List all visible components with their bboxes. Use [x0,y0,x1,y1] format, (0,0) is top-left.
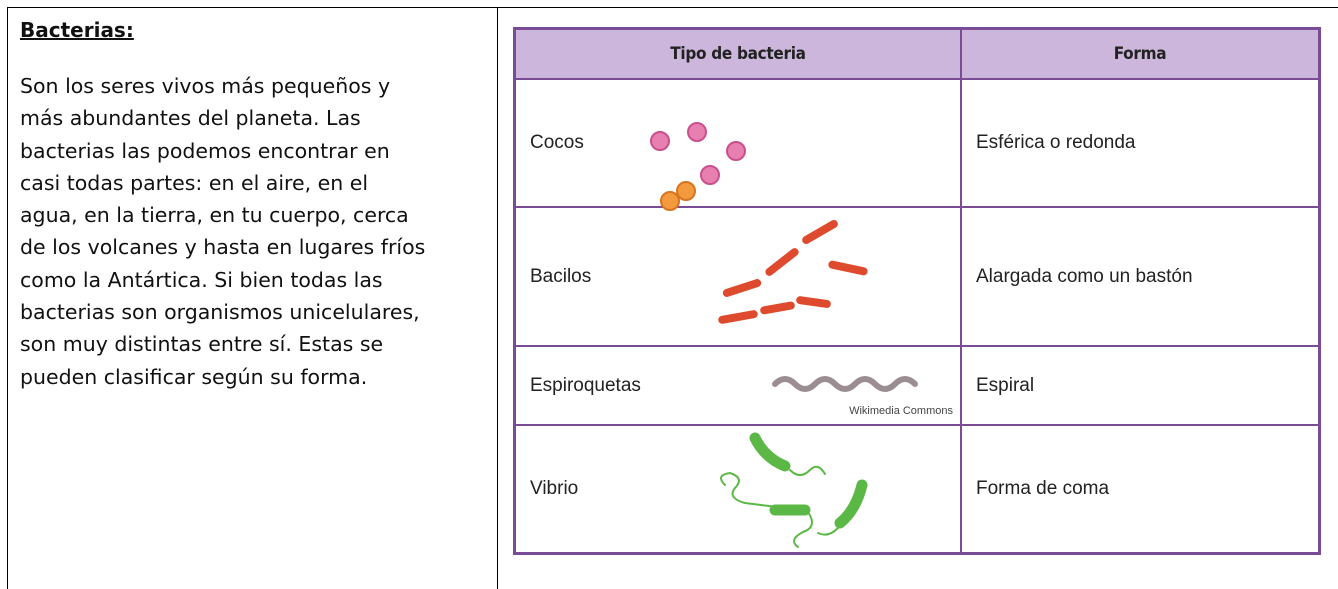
header-cell: Tipo de bacteria [513,27,962,80]
bacteria-table: Tipo de bacteria Forma Cocos Esférica o re… [513,27,1321,555]
text-line: casi todas partes: en el aire, en el [20,170,369,195]
frame-left [7,7,8,589]
frame-mid [497,7,498,589]
cell: Bacilos [513,206,962,347]
text-line: más abundantes del planeta. Las [20,106,361,131]
cell: Vibrio [513,424,962,554]
text-line: pueden clasificar según su forma. [20,364,368,389]
cell: Forma de coma [960,424,1321,554]
cell: Esférica o redonda [960,78,1321,208]
text-line: bacterias son organismos unicelulares, [20,300,420,325]
text-line: agua, en la tierra, en tu cuerpo, cerca [20,203,409,228]
cell: Espiral [960,345,1321,426]
text-line: son muy distintas entre sí. Estas se [20,332,384,357]
text-column: Bacterias: Son los seres vivos más peque… [20,18,490,393]
text-line: Son los seres vivos más pequeños y [20,74,391,98]
heading: Bacterias: [20,18,134,42]
text-line: bacterias las podemos encontrar en [20,138,390,163]
cell: Alargada como un bastón [960,206,1321,347]
cell: Cocos [513,78,962,208]
text-line: como la Antártica. Si bien todas las [20,267,383,292]
header-cell: Forma [960,27,1321,80]
frame-top [7,7,1338,8]
image-credit: Wikimedia Commons [849,405,953,417]
text-line: de los volcanes y hasta en lugares fríos [20,235,426,260]
